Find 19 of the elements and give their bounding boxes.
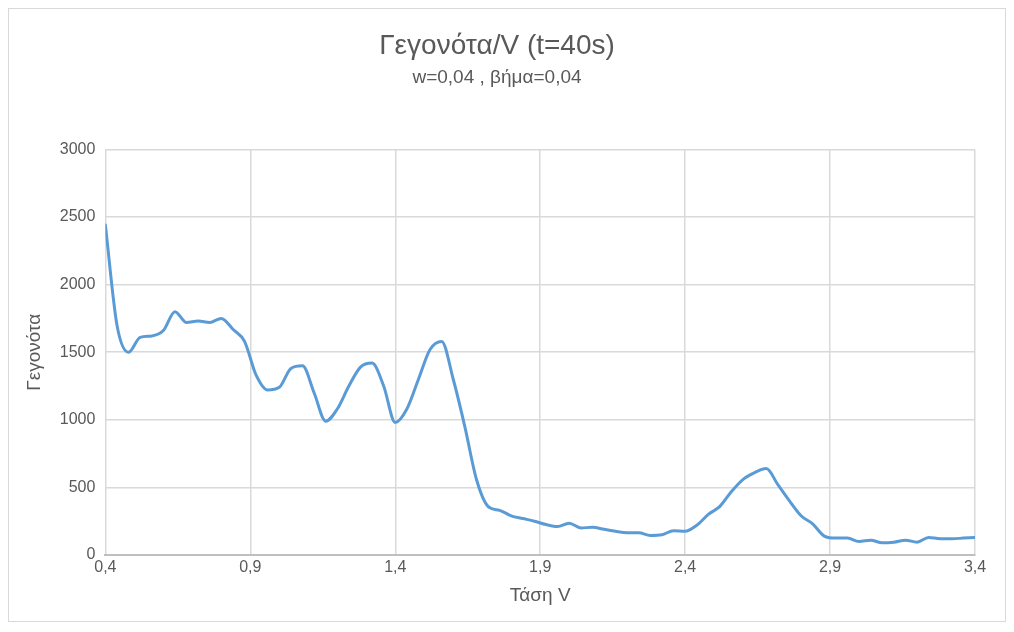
y-axis-title: Γεγονότα <box>22 313 44 391</box>
chart-title: Γεγονότα/V (t=40s) <box>379 28 615 60</box>
y-tick-label: 1500 <box>59 342 96 360</box>
y-tick-label: 1000 <box>59 410 96 428</box>
y-tick-label: 500 <box>68 477 96 495</box>
x-tick-label: 0,4 <box>94 558 117 576</box>
line-series <box>105 223 975 545</box>
x-tick-label: 2,9 <box>818 558 842 576</box>
x-tick-label: 3,4 <box>963 558 987 576</box>
chart-subtitle: w=0,04 , βήμα=0,04 <box>411 66 582 88</box>
x-tick-label: 1,9 <box>529 558 552 576</box>
x-axis-title: Τάση V <box>509 583 571 605</box>
y-tick-label: 2000 <box>59 275 96 293</box>
y-tick-label: 3000 <box>59 139 96 157</box>
x-tick-label: 1,4 <box>384 558 407 576</box>
x-tick-label: 0,9 <box>239 558 262 576</box>
x-tick-label: 2,4 <box>674 558 697 576</box>
y-tick-label: 0 <box>86 545 96 563</box>
y-tick-label: 2500 <box>59 207 96 225</box>
